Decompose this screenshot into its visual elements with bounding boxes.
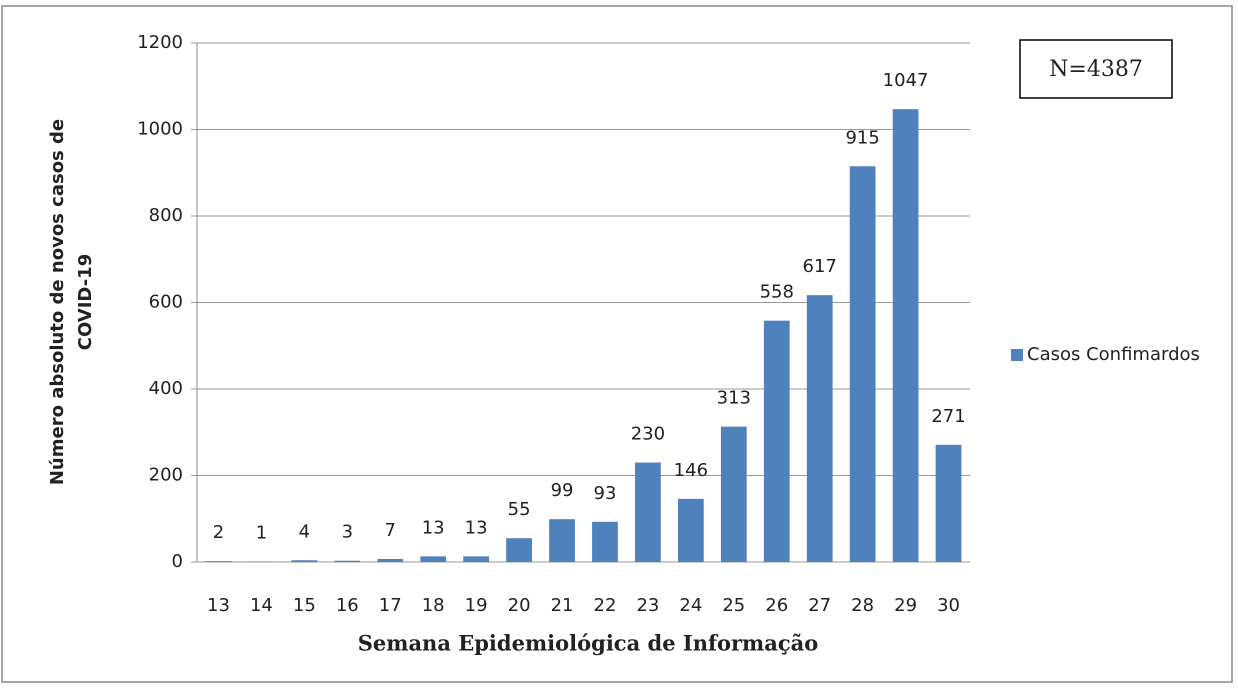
- data-label: 617: [803, 256, 837, 277]
- data-label: 4: [299, 521, 310, 542]
- data-label: 271: [931, 406, 965, 427]
- x-tick-label: 22: [594, 595, 617, 616]
- bar: [763, 320, 790, 562]
- y-tick-label: 200: [149, 465, 183, 486]
- x-axis-label: Semana Epidemiológica de Informação: [358, 631, 819, 656]
- y-tick-label: 600: [149, 292, 183, 313]
- x-tick-label: 19: [465, 595, 488, 616]
- bar: [935, 444, 962, 562]
- x-tick-label: 28: [851, 595, 874, 616]
- x-tick-label: 25: [722, 595, 745, 616]
- data-label: 13: [422, 517, 445, 538]
- bar: [506, 538, 532, 562]
- y-tick-label: 0: [172, 551, 183, 572]
- x-tick-label: 20: [508, 595, 531, 616]
- x-tick-label: 17: [379, 595, 402, 616]
- data-label: 230: [631, 424, 665, 445]
- data-label: 3: [342, 522, 353, 543]
- data-label: 1047: [883, 70, 929, 91]
- x-tick-label: 18: [422, 595, 445, 616]
- x-tick-label: 23: [636, 595, 659, 616]
- x-tick-label: 14: [250, 595, 273, 616]
- y-axis-label: Número absoluto de novos casos de: [47, 119, 68, 485]
- data-label: 313: [717, 388, 751, 409]
- data-label: 558: [760, 282, 794, 303]
- bar: [849, 166, 876, 562]
- y-tick-label: 400: [149, 378, 183, 399]
- data-label: 93: [594, 483, 617, 504]
- legend-swatch: [1011, 349, 1023, 361]
- bar: [420, 556, 447, 562]
- bar: [377, 558, 404, 562]
- data-label: 99: [551, 480, 574, 501]
- data-label: 2: [213, 522, 224, 543]
- y-tick-label: 800: [149, 205, 183, 226]
- x-tick-label: 29: [894, 595, 917, 616]
- bar: [892, 109, 919, 563]
- x-tick-label: 27: [808, 595, 831, 616]
- frame: [1, 5, 1233, 683]
- data-label: 55: [508, 499, 531, 520]
- x-tick-label: 24: [679, 595, 702, 616]
- data-label: 7: [385, 520, 396, 541]
- x-tick-label: 15: [293, 595, 316, 616]
- x-tick-label: 16: [336, 595, 359, 616]
- annotation: N=4387: [1049, 57, 1143, 82]
- data-label: 146: [674, 460, 708, 481]
- y-tick-label: 1000: [137, 119, 183, 140]
- data-label: 13: [465, 517, 488, 538]
- y-axis-label: COVID-19: [75, 254, 96, 350]
- x-tick-label: 21: [551, 595, 574, 616]
- bar: [592, 521, 618, 562]
- x-tick-label: 13: [207, 595, 230, 616]
- bar: [677, 498, 704, 562]
- bar: [806, 295, 833, 562]
- bar: [635, 462, 661, 562]
- x-tick-label: 30: [937, 595, 960, 616]
- x-tick-label: 26: [765, 595, 788, 616]
- legend-label: Casos Confimardos: [1027, 344, 1200, 365]
- bar: [291, 560, 318, 562]
- bar: [334, 560, 361, 562]
- bar: [720, 426, 747, 562]
- bar: [463, 556, 490, 562]
- bar: [549, 519, 575, 562]
- data-label: 1: [256, 523, 267, 544]
- bar: [205, 561, 232, 562]
- y-tick-label: 1200: [137, 32, 183, 53]
- data-label: 915: [845, 127, 879, 148]
- annotation-box: [1019, 39, 1173, 99]
